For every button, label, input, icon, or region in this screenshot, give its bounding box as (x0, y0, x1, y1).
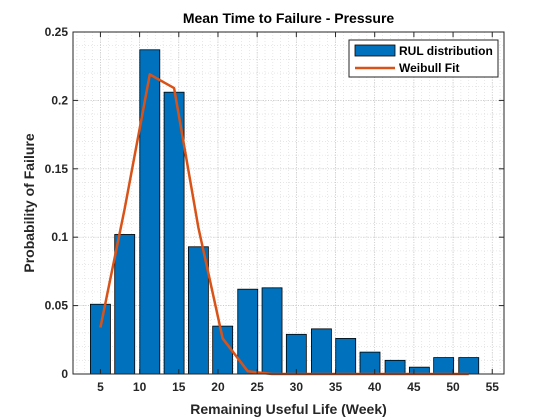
x-tick-label: 20 (211, 380, 225, 394)
axes-box (72, 31, 505, 375)
legend: RUL distribution Weibull Fit (348, 39, 499, 78)
bar (187, 246, 209, 375)
bar (384, 359, 406, 375)
x-tick-label: 55 (486, 380, 500, 394)
legend-label-line: Weibull Fit (399, 61, 459, 75)
bar (335, 338, 357, 375)
chart-title: Mean Time to Failure - Pressure (183, 10, 395, 26)
x-tick-label: 10 (133, 380, 147, 394)
x-axis-ticks: 5 10 15 20 25 30 35 40 45 50 55 (97, 32, 499, 394)
bar (114, 234, 136, 375)
bar (458, 357, 480, 375)
bar (90, 303, 111, 375)
y-tick-label: 0.1 (51, 230, 68, 244)
y-axis-ticks: 0 0.05 0.1 0.15 0.2 0.25 (45, 25, 504, 381)
bar-series (90, 49, 480, 375)
x-tick-label: 25 (250, 380, 264, 394)
y-tick-label: 0.05 (45, 299, 69, 313)
y-tick-label: 0.15 (45, 162, 69, 176)
legend-swatch-bar (354, 44, 396, 57)
y-axis-label: Probability of Failure (21, 133, 37, 272)
bar (433, 357, 455, 375)
bar (261, 287, 283, 375)
bar (285, 333, 307, 375)
bar (139, 49, 161, 375)
x-tick-label: 45 (407, 380, 421, 394)
x-tick-label: 35 (329, 380, 343, 394)
y-tick-label: 0.25 (45, 25, 69, 39)
x-tick-label: 5 (97, 380, 104, 394)
y-tick-label: 0 (61, 367, 68, 381)
legend-label-bar: RUL distribution (399, 44, 493, 58)
x-tick-label: 30 (290, 380, 304, 394)
x-axis-label: Remaining Useful Life (Week) (190, 401, 387, 417)
y-tick-label: 0.2 (51, 93, 68, 107)
bar (311, 328, 332, 375)
x-tick-label: 50 (446, 380, 460, 394)
x-tick-label: 40 (368, 380, 382, 394)
x-tick-label: 15 (172, 380, 186, 394)
bar (359, 351, 381, 375)
